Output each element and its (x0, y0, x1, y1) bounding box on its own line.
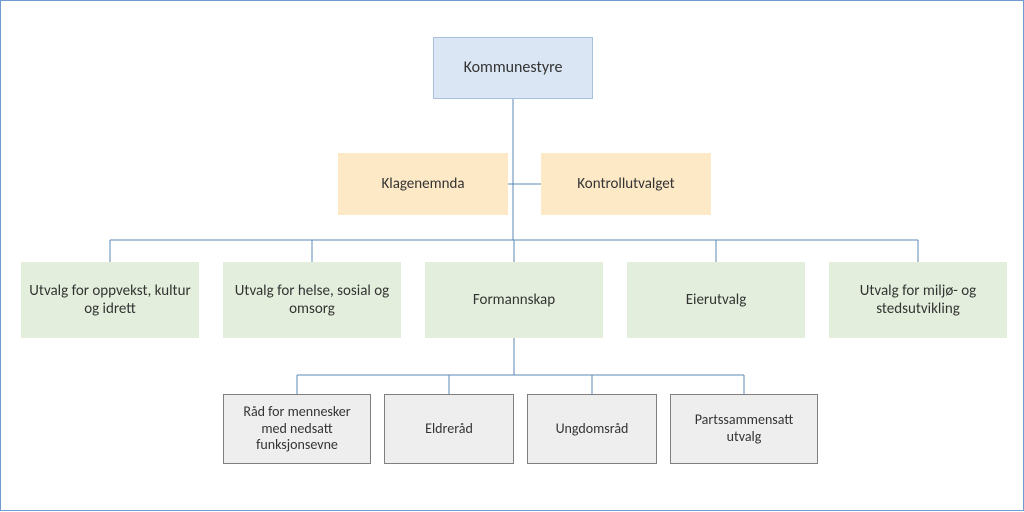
node-root: Kommunestyre (433, 37, 593, 99)
node-u3: Formannskap (425, 262, 603, 338)
node-u2: Utvalg for helse, sosial og omsorg (223, 262, 401, 338)
node-g1: Råd for mennesker med nedsatt funksjonse… (223, 394, 371, 464)
node-u4: Eierutvalg (627, 262, 805, 338)
node-label: Utvalg for miljø- og stedsutvikling (837, 282, 999, 318)
node-label: Eierutvalg (686, 291, 747, 309)
node-label: Partssammensatt utvalg (679, 412, 809, 446)
org-chart: Kommunestyre Klagenemnda Kontrollutvalget U… (0, 0, 1024, 511)
node-label: Utvalg for helse, sosial og omsorg (231, 282, 393, 318)
node-g2: Eldreråd (384, 394, 514, 464)
node-label: Ungdomsråd (556, 421, 629, 438)
node-label: Utvalg for oppvekst, kultur og idrett (29, 282, 191, 318)
node-label: Formannskap (473, 291, 555, 309)
node-label: Kontrollutvalget (577, 175, 674, 193)
node-g3: Ungdomsråd (527, 394, 657, 464)
node-kontroll: Kontrollutvalget (541, 153, 711, 215)
node-label: Kommunestyre (464, 58, 563, 77)
node-label: Klagenemnda (381, 175, 464, 193)
node-klage: Klagenemnda (338, 153, 508, 215)
node-u5: Utvalg for miljø- og stedsutvikling (829, 262, 1007, 338)
node-label: Eldreråd (425, 421, 473, 438)
node-label: Råd for mennesker med nedsatt funksjonse… (232, 404, 362, 454)
node-u1: Utvalg for oppvekst, kultur og idrett (21, 262, 199, 338)
node-g4: Partssammensatt utvalg (670, 394, 818, 464)
